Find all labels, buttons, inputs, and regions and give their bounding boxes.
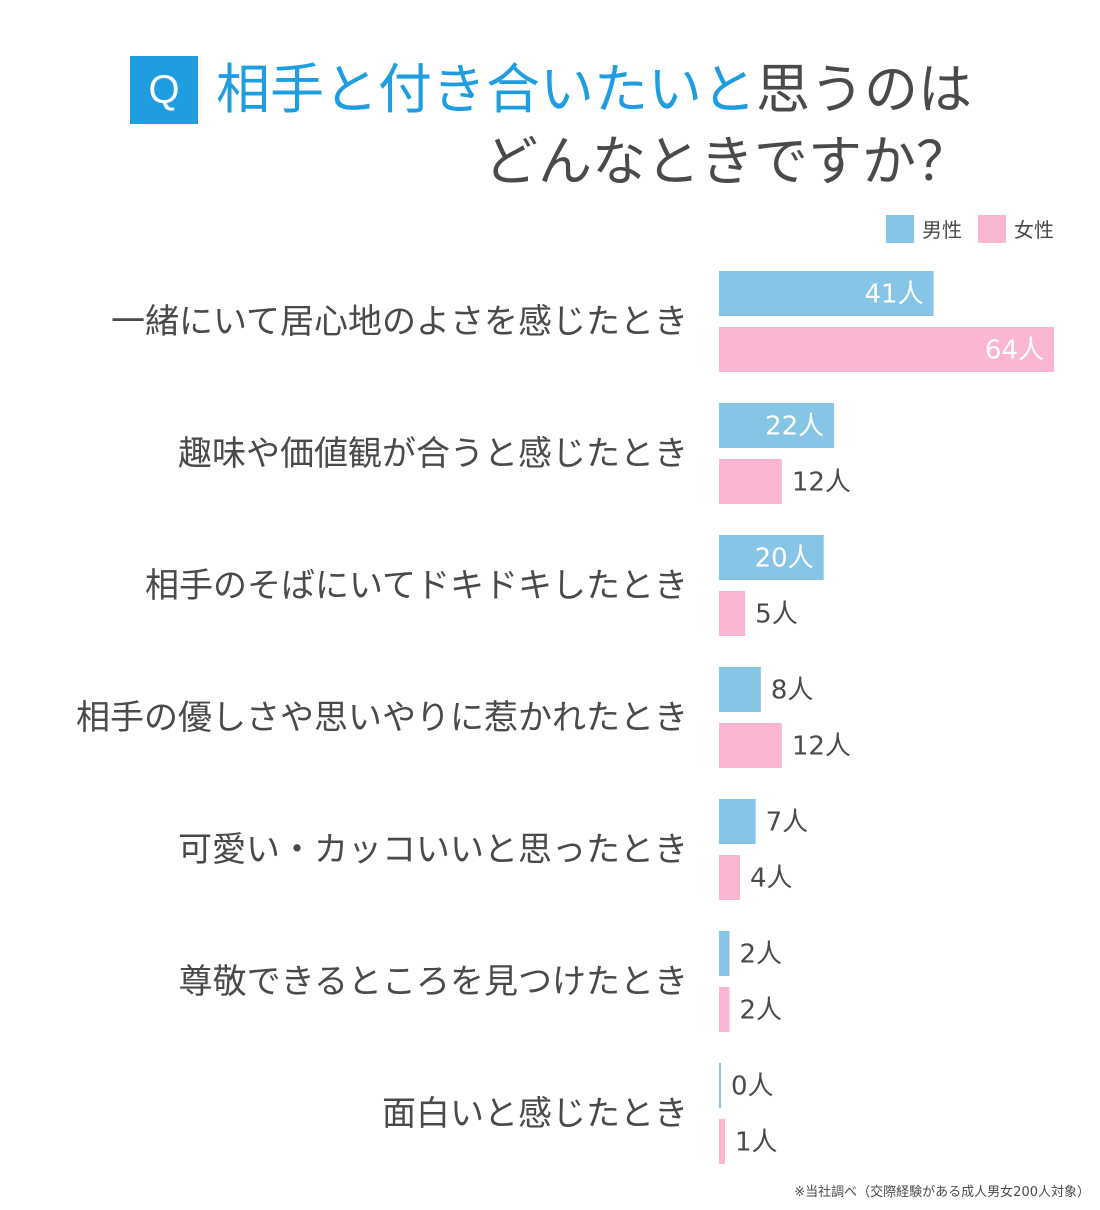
question-badge: Q [130,56,198,124]
bar-female [719,591,746,636]
legend-male-label: 男性 [922,218,962,242]
value-label-male: 0人 [731,1072,774,1102]
page-title-line1: 相手と付き合いたいと思うのは [216,52,972,128]
footnote: ※当社調べ（交際経験がある成人男女200人対象） [794,1185,1090,1200]
bar-male [719,403,835,448]
value-label-male: 22人 [765,412,824,442]
page-title-line2: どんなときですか？ [484,130,970,193]
value-label-male: 20人 [755,544,814,574]
category-label: 一緒にいて居心地のよさを感じたとき [111,302,688,342]
category-label: 可愛い・カッコいいと思ったとき [178,830,688,870]
bar-male [719,667,761,712]
legend-female-label: 女性 [1014,218,1054,242]
value-label-female: 1人 [735,1128,778,1158]
legend-female: 女性 [978,214,1054,243]
bar-male [719,931,730,976]
category-label: 面白いと感じたとき [382,1094,688,1134]
category-label: 趣味や価値観が合うと感じたとき [178,434,688,474]
value-label-male: 2人 [739,940,782,970]
bar-female [719,459,782,504]
category-label: 相手の優しさや思いやりに惹かれたとき [76,698,688,738]
title-highlight: 相手と付き合いたいと [216,58,756,121]
legend-female-swatch [978,214,1006,243]
bar-female [719,987,730,1032]
value-label-female: 64人 [985,336,1044,366]
legend-male-swatch [886,214,914,243]
bar-male [719,271,934,316]
title-rest: 思うのは [756,58,972,121]
bar-female [719,1119,725,1164]
value-label-female: 4人 [750,864,793,894]
value-label-male: 8人 [771,676,814,706]
bar-female [719,723,782,768]
value-label-female: 12人 [792,732,851,762]
bar-male [719,799,756,844]
value-label-male: 41人 [865,280,924,310]
value-label-female: 5人 [755,600,798,630]
legend-male: 男性 [886,214,962,243]
value-label-male: 7人 [766,808,809,838]
value-label-female: 12人 [792,468,851,498]
legend: 男性 女性 [870,214,1054,243]
value-label-female: 2人 [739,996,782,1026]
bar-female [719,855,740,900]
bar-female [719,327,1054,372]
bar-male [719,535,824,580]
category-label: 相手のそばにいてドキドキしたとき [145,566,688,606]
bar-male [719,1063,721,1108]
category-label: 尊敬できるところを見つけたとき [178,962,688,1002]
